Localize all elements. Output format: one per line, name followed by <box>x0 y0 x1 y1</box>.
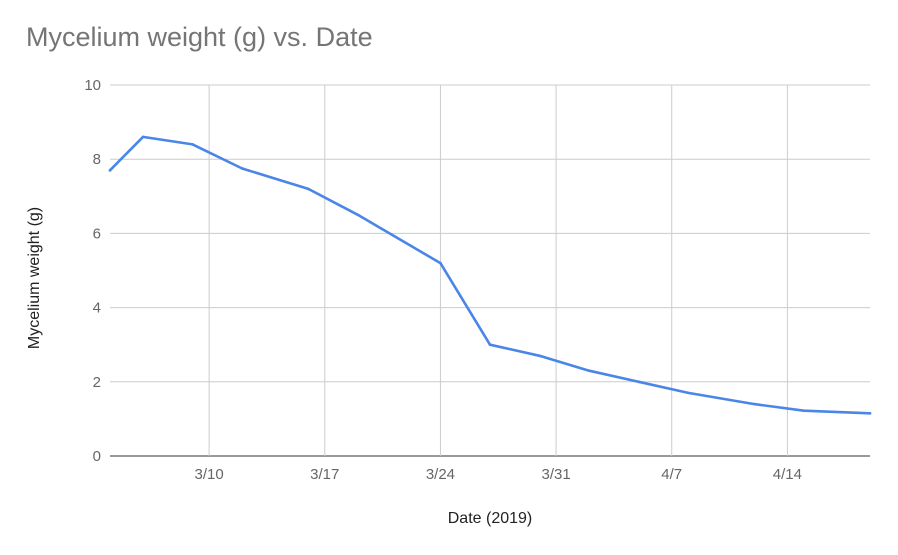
x-tick-label: 3/17 <box>310 466 339 483</box>
data-point <box>753 402 756 406</box>
tick-labels: 0 2 4 6 8 10 3/10 3/17 3/24 3/31 4/7 4/14 <box>84 77 802 483</box>
x-tick-label: 3/31 <box>541 466 570 483</box>
series-line <box>108 135 872 415</box>
data-point <box>306 187 310 191</box>
x-tick-label: 3/10 <box>195 466 224 483</box>
x-tick-label: 4/7 <box>661 466 682 483</box>
y-tick-label: 0 <box>93 448 101 465</box>
data-point <box>108 169 112 172</box>
data-point <box>637 380 640 384</box>
y-tick-label: 6 <box>93 225 101 242</box>
chart-title: Mycelium weight (g) vs. Date <box>26 22 373 52</box>
y-tick-label: 10 <box>84 77 101 94</box>
y-tick-label: 2 <box>93 374 101 391</box>
x-tick-label: 3/24 <box>426 466 455 483</box>
series-layer <box>108 135 872 415</box>
data-point <box>439 261 442 265</box>
data-point <box>141 135 145 139</box>
y-tick-label: 4 <box>93 300 101 317</box>
data-point <box>538 354 541 358</box>
data-point <box>240 167 244 170</box>
x-tick-label: 4/14 <box>773 466 802 483</box>
data-point <box>802 409 806 413</box>
data-point <box>488 343 492 347</box>
data-point <box>868 412 872 415</box>
data-point <box>356 213 360 217</box>
data-point <box>587 369 591 372</box>
data-point <box>191 143 194 146</box>
y-tick-label: 8 <box>93 151 101 168</box>
data-point <box>686 391 690 395</box>
gridlines <box>110 84 870 457</box>
x-axis-label: Date (2019) <box>447 510 533 527</box>
